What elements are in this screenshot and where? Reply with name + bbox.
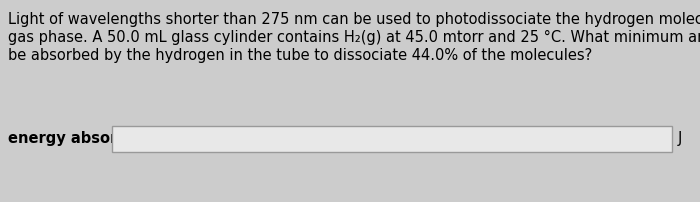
Text: gas phase. A 50.0 mL glass cylinder contains H₂(g) at 45.0 mtorr and 25 °C. What: gas phase. A 50.0 mL glass cylinder cont… [8, 30, 700, 45]
Text: energy absorbed:: energy absorbed: [8, 130, 154, 145]
Text: J: J [678, 130, 682, 145]
Text: be absorbed by the hydrogen in the tube to dissociate 44.0% of the molecules?: be absorbed by the hydrogen in the tube … [8, 48, 592, 63]
Text: Light of wavelengths shorter than 275 nm can be used to photodissociate the hydr: Light of wavelengths shorter than 275 nm… [8, 12, 700, 27]
FancyBboxPatch shape [112, 126, 672, 152]
